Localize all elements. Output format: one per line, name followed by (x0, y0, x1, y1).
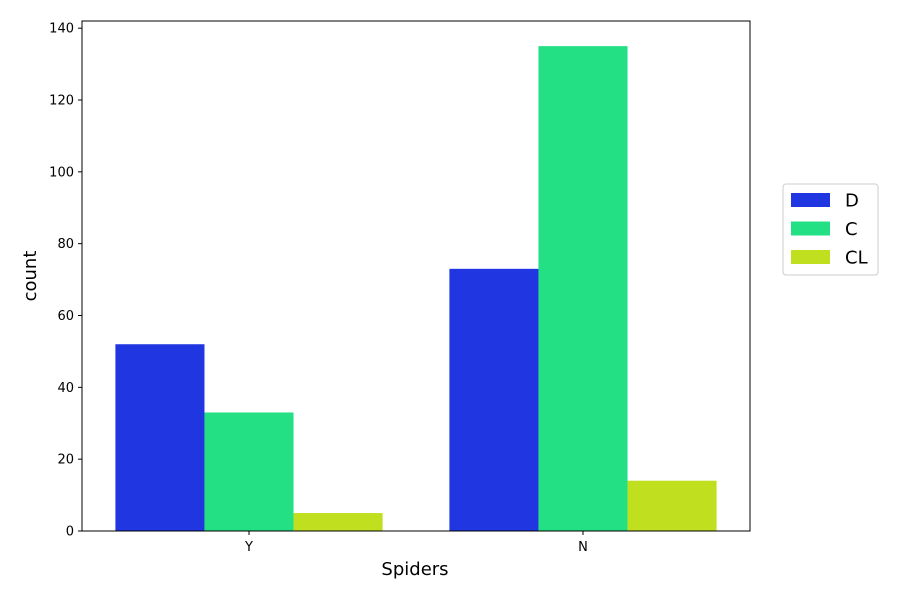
plot-frame (81, 20, 751, 532)
bar-c-n (538, 46, 628, 532)
y-tick-label: 80 (57, 237, 74, 252)
y-tick-label: 120 (49, 94, 74, 109)
legend: DC CL (782, 183, 879, 276)
y-axis: 0 20 40 60 80 100 120 140 (49, 22, 82, 540)
legend-label-c: C (845, 219, 858, 240)
x-tick-label: Y (244, 540, 253, 555)
bar-d-n (449, 268, 539, 531)
legend-items: DC CL (791, 191, 868, 269)
x-tick-label: N (578, 540, 588, 555)
legend-label-d: D (845, 191, 859, 212)
y-tick-label: 20 (57, 453, 74, 468)
y-tick-label: 60 (57, 309, 74, 324)
legend-swatch-c (791, 221, 830, 236)
bar-cl-y (293, 513, 383, 531)
y-tick-label: 140 (49, 22, 74, 37)
y-axis-label: count (20, 251, 41, 302)
x-axis-label: Spiders (381, 559, 448, 580)
y-tick-label: 100 (49, 165, 74, 180)
y-tick-label: 40 (57, 381, 74, 396)
bars-layer (115, 46, 717, 532)
legend-swatch-d (791, 193, 830, 207)
bar-c-y (204, 412, 294, 531)
bar-d-y (115, 344, 205, 531)
legend-swatch-cl (791, 250, 830, 264)
legend-label-cl: CL (845, 248, 868, 269)
y-tick-label: 0 (66, 525, 74, 540)
bar-cl-n (627, 480, 717, 531)
